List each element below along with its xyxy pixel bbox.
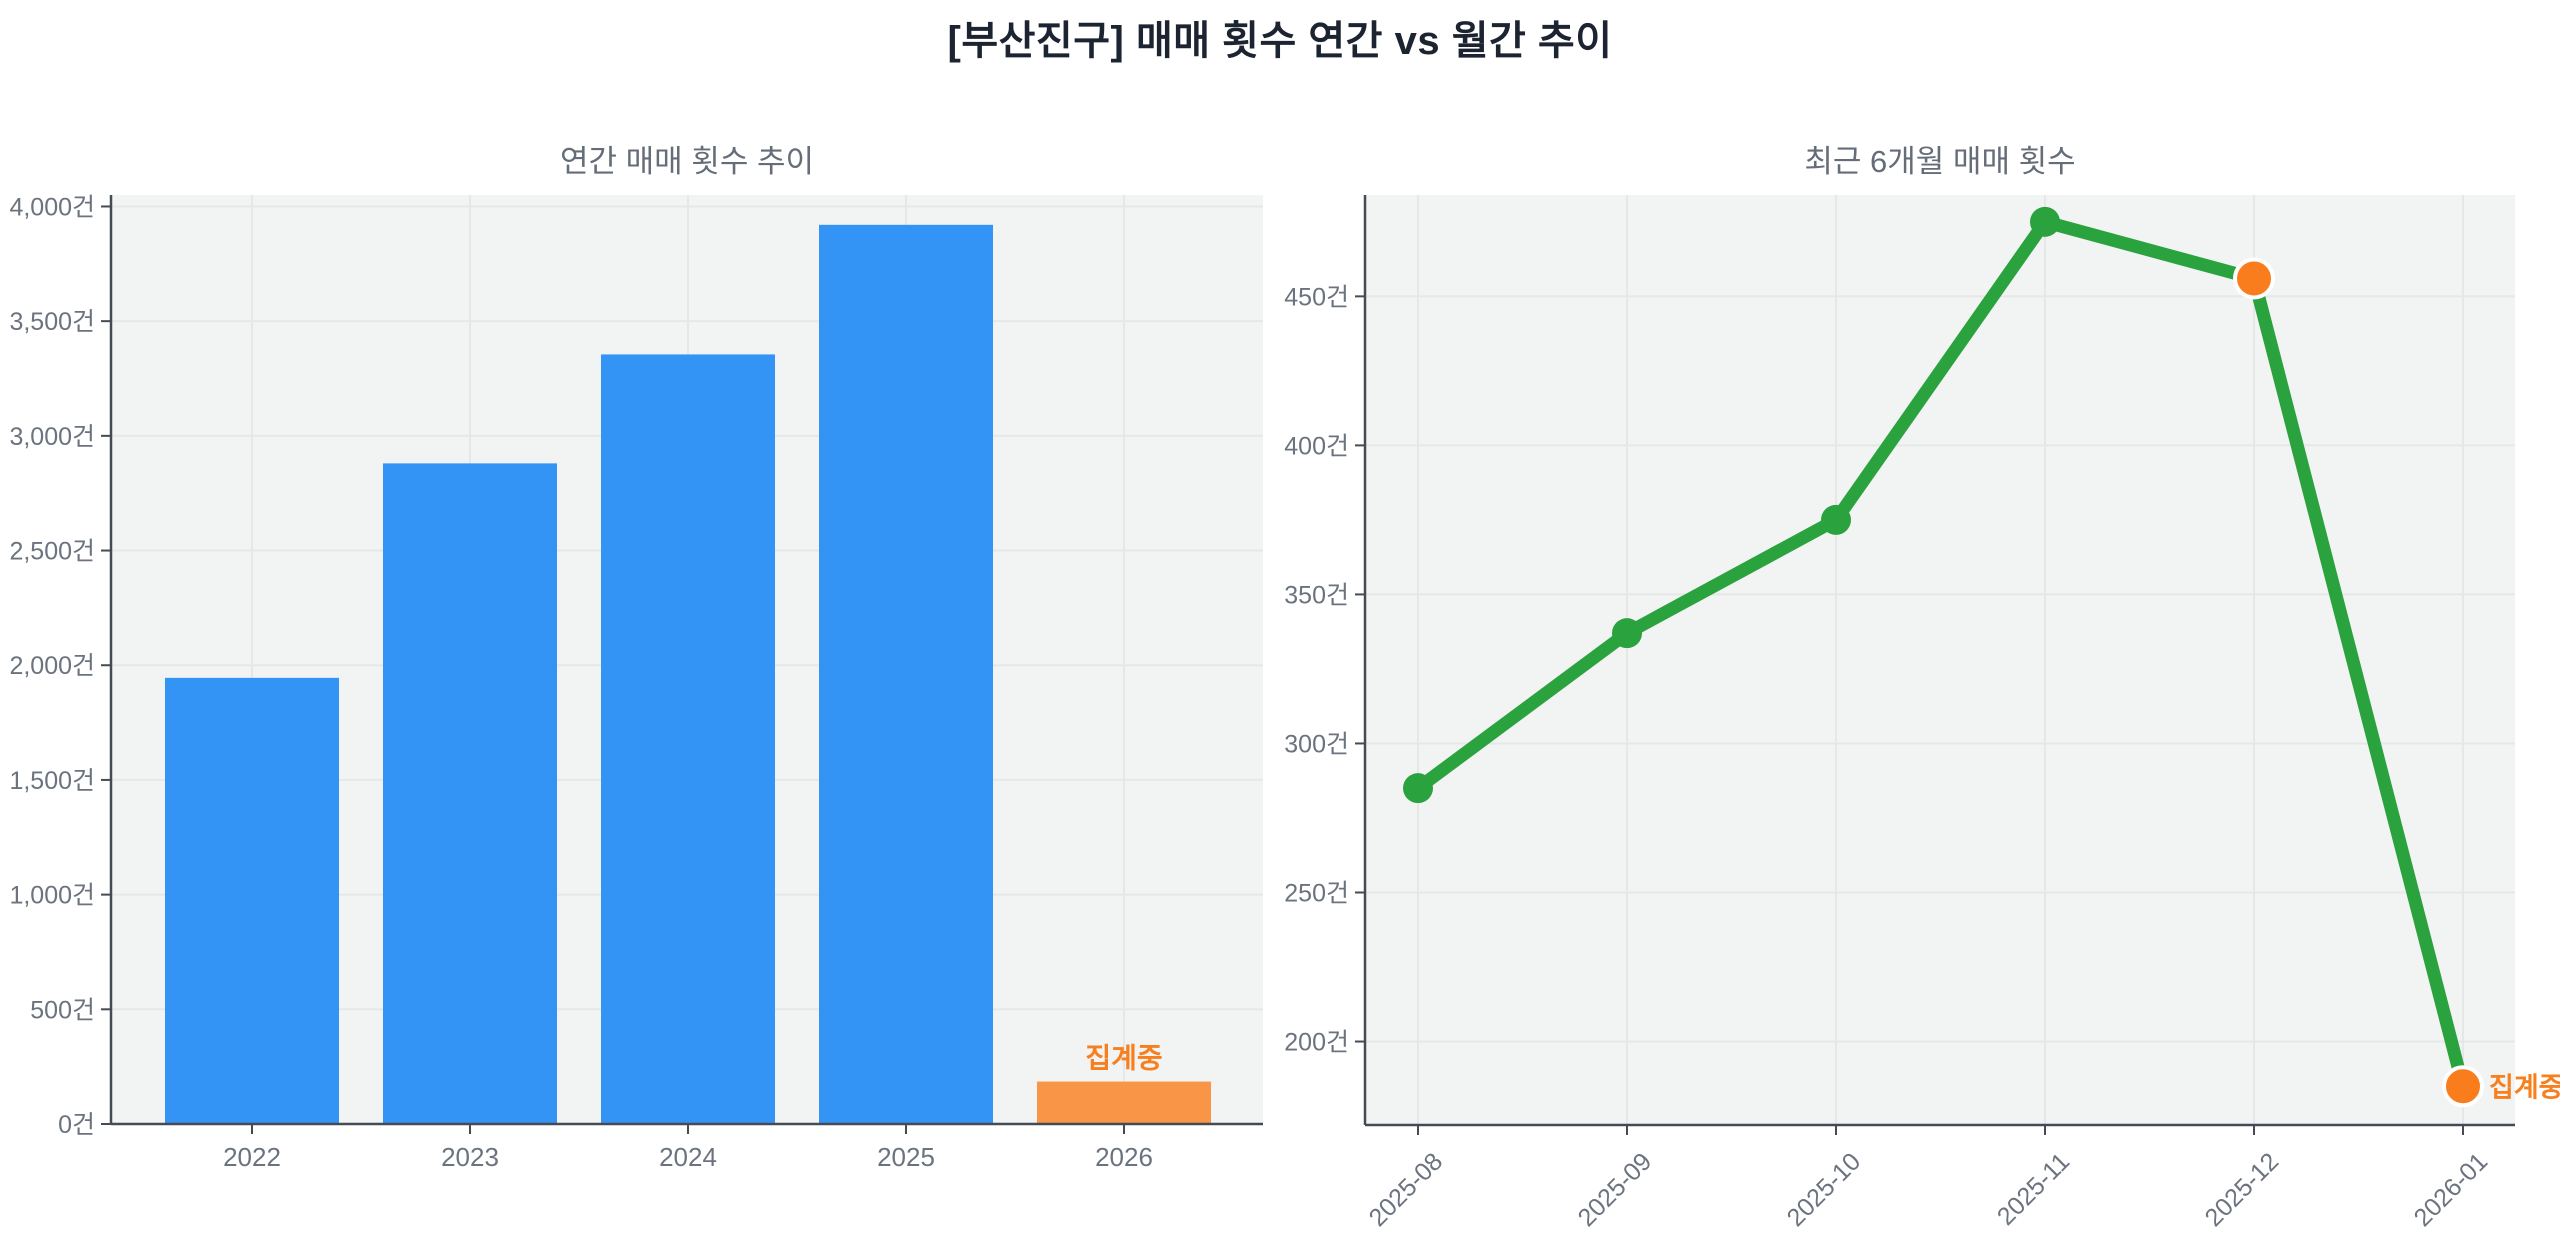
bar-y-tick-label: 1,000건 [9,882,95,910]
line-y-tick-label: 450건 [1284,283,1349,311]
bar-x-tick-label: 2025 [877,1142,935,1172]
line-y-tick-label: 200건 [1284,1029,1349,1057]
line-marker-2026-01 [2442,1065,2484,1108]
bar-2025 [819,224,993,1124]
bar-x-tick-label: 2022 [223,1142,281,1172]
bar-y-tick-label: 1,500건 [9,767,95,795]
bar-y-tick-label: 0건 [58,1111,95,1139]
bar-y-tick-label: 3,000건 [9,423,95,451]
line-chart: 200건 250건 300건 350건 400건 450건 2025-08 2025-09 20… [1284,195,2560,1232]
line-marker-2025-12 [2233,257,2275,300]
line-x-tick-label: 2025-11 [1992,1147,2075,1230]
bar-chart: 0건 500건 1,000건 1,500건 2,000건 2,500건 3,000건 3,50… [9,193,1263,1172]
line-plot-area [1365,195,2515,1125]
line-marker-2025-08 [1403,773,1433,804]
line-x-tick-label: 2025-09 [1573,1147,1658,1232]
line-marker-2025-10 [1821,504,1851,535]
line-y-tick-label: 300건 [1284,730,1349,758]
bar-2026 [1037,1081,1211,1124]
bar-annotation-label: 집계중 [1085,1043,1162,1074]
line-x-tick-label: 2025-12 [2200,1147,2285,1232]
bar-y-tick-label: 4,000건 [9,193,95,221]
line-x-tick-label: 2025-08 [1364,1147,1449,1232]
bar-2022 [165,677,339,1124]
line-x-tick-label: 2025-10 [1782,1147,1867,1232]
bar-y-tick-label: 2,500건 [9,538,95,566]
line-x-tick-label: 2026-01 [2409,1147,2494,1232]
figure-title: [부산진구] 매매 횟수 연간 vs 월간 추이 [947,19,1613,63]
line-y-tick-label: 250건 [1284,880,1349,908]
bar-x-tick-label: 2023 [441,1142,499,1172]
line-y-tick-label: 350건 [1284,581,1349,609]
bar-2023 [383,463,557,1124]
line-marker-2025-09 [1612,618,1642,649]
bar-2024 [601,354,775,1124]
line-marker-2025-11 [2030,206,2060,237]
bar-x-tick-label: 2024 [659,1142,717,1172]
line-annotation-label: 집계중 [2489,1072,2560,1102]
bar-y-tick-label: 3,500건 [9,308,95,336]
bar-y-tick-label: 2,000건 [9,652,95,680]
line-chart-title: 최근 6개월 매매 횟수 [1804,144,2076,179]
bar-y-tick-label: 500건 [30,996,95,1024]
line-y-tick-label: 400건 [1284,432,1349,460]
line-series-path [1411,215,2470,1093]
bar-chart-title: 연간 매매 횟수 추이 [560,144,814,179]
bar-x-tick-label: 2026 [1095,1142,1153,1172]
